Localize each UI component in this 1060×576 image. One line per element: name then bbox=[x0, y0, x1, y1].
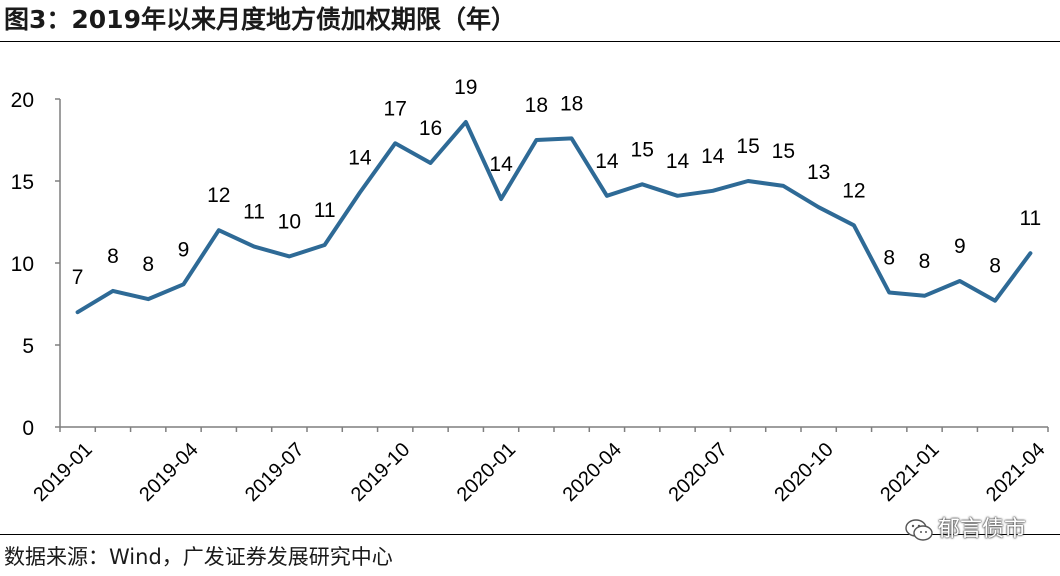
data-label: 19 bbox=[454, 76, 477, 99]
x-tick-label: 2019-10 bbox=[347, 439, 414, 506]
data-label: 14 bbox=[348, 146, 372, 169]
data-label: 17 bbox=[384, 97, 407, 120]
x-tick-label: 2020-04 bbox=[559, 439, 626, 506]
x-axis: 2019-01 2019-04 2019-07 2019-10 2020-01 2020-… bbox=[29, 426, 1050, 506]
data-label: 14 bbox=[595, 150, 619, 173]
data-label: 16 bbox=[419, 117, 442, 140]
data-label: 14 bbox=[666, 150, 690, 173]
data-label: 12 bbox=[207, 184, 230, 207]
y-tick-label: 10 bbox=[11, 253, 34, 276]
x-tick-label: 2020-01 bbox=[453, 439, 520, 506]
data-label: 14 bbox=[489, 153, 513, 176]
y-tick-label: 20 bbox=[11, 89, 34, 112]
data-label: 11 bbox=[1019, 207, 1041, 230]
watermark: 郁言债市 bbox=[904, 514, 1026, 546]
y-axis: 0 5 10 15 20 bbox=[11, 89, 61, 440]
series-line bbox=[75, 120, 1033, 315]
data-label: 9 bbox=[954, 235, 966, 258]
y-tick-label: 0 bbox=[22, 417, 34, 440]
wechat-icon bbox=[905, 519, 933, 541]
watermark-text: 郁言债市 bbox=[937, 517, 1026, 542]
y-tick-label: 15 bbox=[11, 171, 34, 194]
data-label: 13 bbox=[807, 161, 830, 184]
data-label: 10 bbox=[278, 210, 301, 233]
y-tick-label: 5 bbox=[22, 335, 34, 358]
data-label: 11 bbox=[314, 199, 336, 222]
data-label: 8 bbox=[142, 253, 154, 276]
data-label: 8 bbox=[883, 247, 895, 270]
data-label: 7 bbox=[72, 266, 84, 289]
source-rule bbox=[0, 534, 1060, 535]
x-tick-label: 2019-04 bbox=[135, 439, 202, 506]
x-tick-label: 2019-07 bbox=[241, 439, 308, 506]
data-label: 14 bbox=[701, 145, 725, 168]
data-label: 8 bbox=[989, 255, 1001, 278]
source-note: 数据来源：Wind，广发证券发展研究中心 bbox=[4, 545, 393, 569]
x-tick-label: 2019-01 bbox=[29, 439, 96, 506]
data-label: 9 bbox=[178, 238, 190, 261]
x-tick-label: 2020-10 bbox=[770, 439, 837, 506]
data-label: 12 bbox=[842, 179, 865, 202]
x-tick-label: 2021-04 bbox=[982, 439, 1049, 506]
data-label: 8 bbox=[919, 250, 931, 273]
line-chart: 0 5 10 15 20 2019-01 2019-04 2019-07 2019-10 202… bbox=[11, 76, 1050, 506]
data-label: 11 bbox=[243, 201, 265, 224]
data-label: 15 bbox=[772, 140, 795, 163]
data-label: 15 bbox=[736, 135, 759, 158]
data-label: 8 bbox=[107, 245, 119, 268]
x-tick-label: 2021-01 bbox=[876, 439, 943, 506]
title-rule bbox=[0, 41, 1060, 42]
data-label: 15 bbox=[631, 138, 654, 161]
x-tick-label: 2020-07 bbox=[664, 439, 731, 506]
data-label: 18 bbox=[560, 92, 583, 115]
data-label: 18 bbox=[525, 94, 548, 117]
figure-title: 图3：2019年以来月度地方债加权期限（年） bbox=[4, 5, 516, 34]
